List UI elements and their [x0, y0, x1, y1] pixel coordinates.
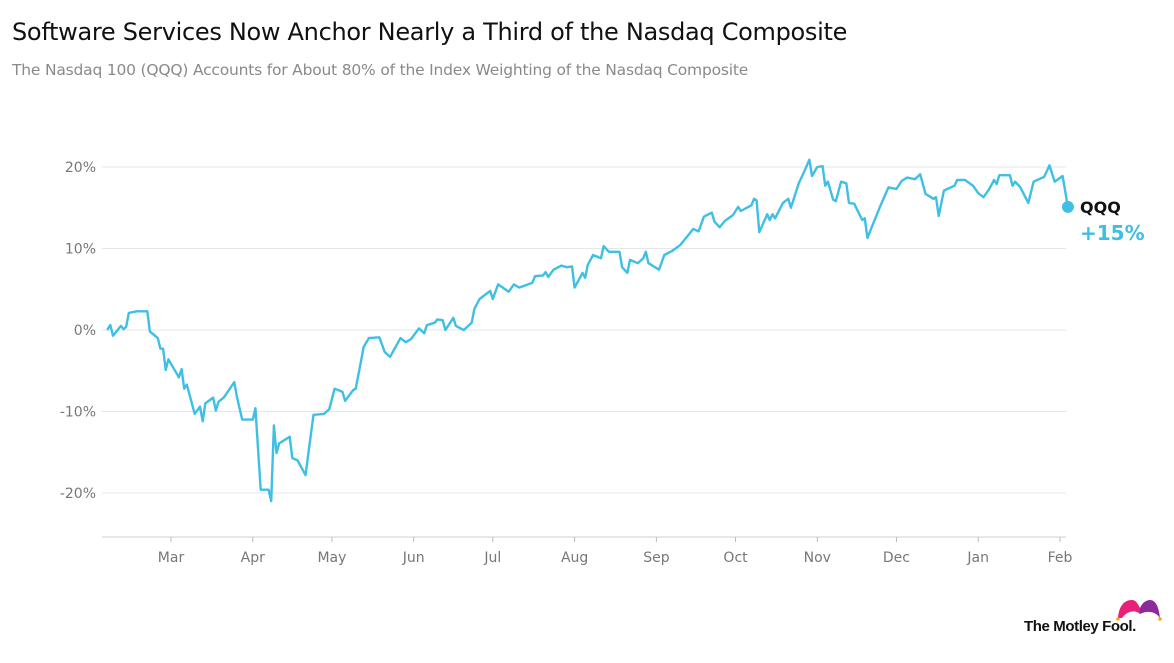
x-tick-label: Mar — [158, 550, 185, 566]
y-tick-label: 20% — [65, 160, 96, 176]
y-tick-label: -10% — [60, 405, 96, 421]
y-tick-label: 0% — [74, 323, 96, 339]
x-tick-label: Oct — [723, 550, 748, 566]
x-tick-label: Jun — [402, 550, 425, 566]
y-tick-label: 10% — [65, 242, 96, 258]
chart-subtitle: The Nasdaq 100 (QQQ) Accounts for About … — [12, 61, 749, 79]
series-end-value: +15% — [1080, 221, 1145, 245]
logo-text: The Motley Fool. — [1024, 618, 1136, 635]
x-tick-label: Aug — [561, 550, 588, 566]
chart-title: Software Services Now Anchor Nearly a Th… — [12, 18, 848, 46]
x-tick-label: Feb — [1048, 550, 1073, 566]
series-line-qqq — [106, 158, 1070, 503]
motley-fool-logo: The Motley Fool. — [1024, 598, 1164, 638]
x-tick-label: Dec — [883, 550, 910, 566]
x-tick-label: May — [317, 550, 346, 566]
x-tick-label: Apr — [241, 550, 265, 566]
x-tick-label: Nov — [804, 550, 831, 566]
y-tick-label: -20% — [60, 486, 96, 502]
x-tick-label: Sep — [643, 550, 670, 566]
series-end-marker — [1061, 200, 1074, 213]
x-tick-label: Jul — [483, 550, 501, 566]
x-tick-label: Jan — [966, 550, 989, 566]
jester-hat-icon — [1116, 600, 1162, 621]
series-end-name: QQQ — [1080, 198, 1121, 217]
